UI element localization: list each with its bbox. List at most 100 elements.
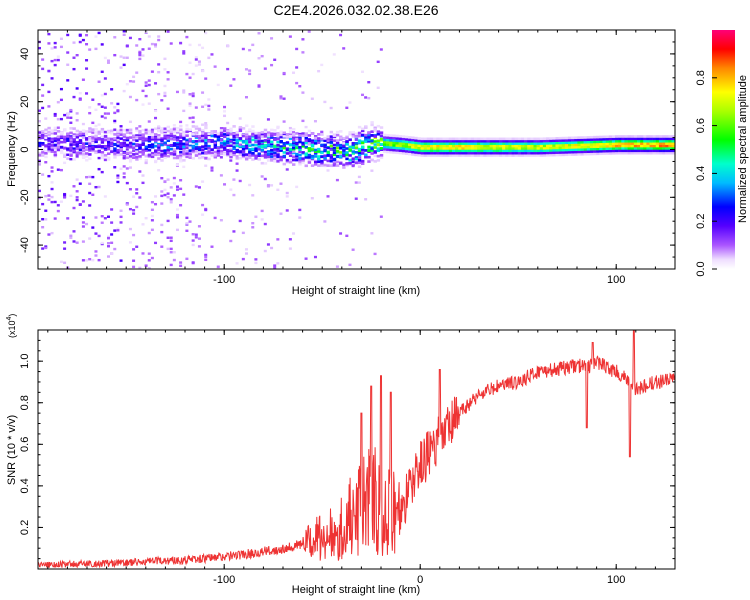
spectrogram-noise-cell [238, 179, 242, 183]
spectrogram-cell [254, 134, 258, 138]
spectrogram-cell [357, 149, 362, 153]
spectrogram-noise-cell [194, 106, 198, 109]
spectrogram-cell [257, 145, 261, 149]
spectrogram-noise-cell [119, 125, 123, 128]
spectrogram-cell [586, 148, 591, 151]
spectrogram-noise-cell [94, 35, 98, 38]
spectrogram-cell [505, 139, 509, 143]
spectrogram-noise-cell [185, 229, 189, 232]
spectrogram-cell [150, 155, 155, 159]
spectrogram-noise-cell [373, 129, 377, 132]
spectrogram-cell [517, 139, 522, 143]
spectrogram-cell [232, 138, 236, 142]
spectrogram-cell [279, 158, 283, 162]
spectrogram-noise-cell [207, 56, 211, 60]
spectrogram-cell [420, 137, 424, 141]
spectrogram-cell [348, 131, 352, 134]
spectrogram-cell [564, 153, 569, 157]
spectrogram-cell [564, 146, 569, 149]
spectrogram-noise-cell [241, 231, 245, 235]
spectrogram-noise-cell [154, 43, 158, 46]
spectrogram-cell [649, 147, 653, 150]
spectrogram-noise-cell [47, 174, 51, 178]
spectrogram-noise-cell [282, 97, 286, 100]
spectrogram-cell [72, 133, 76, 136]
svg-text:(x104): (x104) [6, 314, 17, 338]
spectrogram-cell [530, 139, 534, 143]
spectrogram-noise-cell [91, 175, 95, 179]
spectrogram-cell [611, 140, 616, 143]
spectrogram-cell [458, 139, 462, 143]
spectrogram-noise-cell [188, 146, 192, 149]
spectrogram-noise-cell [91, 131, 95, 134]
spectrogram-cell [63, 128, 67, 132]
spectrogram-cell [395, 146, 399, 150]
spectrogram-cell [655, 137, 660, 141]
spectrogram-cell [658, 147, 663, 150]
spectrogram-cell [596, 138, 600, 141]
spectrogram-cell [301, 151, 305, 154]
spectrogram-cell [376, 149, 381, 153]
spectrogram-noise-cell [72, 56, 76, 59]
spectrogram-cell [279, 155, 283, 159]
spectrogram-noise-cell [292, 150, 296, 154]
spectrogram-cell [602, 147, 606, 151]
spectrogram-cell [298, 146, 302, 149]
spectrogram-noise-cell [75, 241, 79, 244]
spectrogram-noise-cell [81, 122, 85, 126]
spectrogram-cell [232, 125, 236, 128]
spectrogram-cell [583, 152, 588, 156]
spectrogram-cell [100, 153, 105, 157]
spectrogram-cell [542, 139, 547, 143]
spectrogram-cell [470, 151, 475, 155]
spectrogram-cell [213, 155, 218, 159]
spectrogram-cell [602, 152, 606, 155]
spectrogram-cell [251, 132, 255, 136]
spectrogram-cell [345, 143, 349, 146]
spectrogram-cell [514, 154, 519, 157]
spectrogram-cell [448, 154, 453, 157]
spectrogram-cell [361, 162, 365, 166]
spectrogram-cell [483, 147, 487, 150]
spectrogram-noise-cell [307, 30, 311, 33]
spectrogram-cell [611, 135, 616, 138]
spectrogram-cell [81, 132, 86, 136]
spectrogram-cell [433, 142, 437, 145]
spectrogram-cell [408, 150, 412, 154]
spectrogram-cell [473, 147, 478, 150]
spectrogram-cell [113, 138, 117, 142]
spectrogram-cell [238, 125, 243, 129]
spectrogram-cell [163, 149, 167, 152]
spectrogram-cell [495, 151, 500, 155]
spectrogram-cell [382, 145, 387, 149]
spectrogram-cell [103, 145, 108, 148]
spectrogram-cell [335, 146, 340, 150]
spectrogram-cell [235, 133, 239, 137]
spectrogram-cell [643, 139, 647, 143]
spectrogram-cell [483, 137, 487, 141]
spectrogram-cell [605, 147, 610, 151]
spectrogram-noise-cell [81, 200, 85, 203]
spectrogram-cell [91, 137, 95, 141]
spectrogram-cell [78, 130, 83, 134]
spectrogram-cell [564, 136, 569, 140]
spectrogram-noise-cell [285, 168, 289, 171]
spectrogram-cell [574, 136, 578, 140]
spectrogram-noise-cell [110, 102, 114, 105]
spectrogram-cell [175, 126, 180, 130]
spectrogram-noise-cell [266, 118, 270, 121]
spectrogram-noise-cell [201, 137, 205, 140]
spectrogram-noise-cell [135, 44, 139, 47]
spectrogram-cell [489, 151, 493, 155]
spectrogram-noise-cell [188, 220, 192, 223]
spectrogram-cell [549, 151, 553, 155]
spectrogram-noise-cell [310, 97, 314, 100]
spectrogram-cell [376, 132, 381, 136]
spectrogram-noise-cell [238, 117, 242, 120]
spectrogram-cell [593, 135, 597, 139]
spectrogram-cell [433, 137, 437, 141]
spectrogram-cell [138, 146, 142, 150]
spectrogram-cell [106, 146, 111, 149]
spectrogram-cell [72, 140, 76, 143]
spectrogram-cell [50, 140, 54, 144]
